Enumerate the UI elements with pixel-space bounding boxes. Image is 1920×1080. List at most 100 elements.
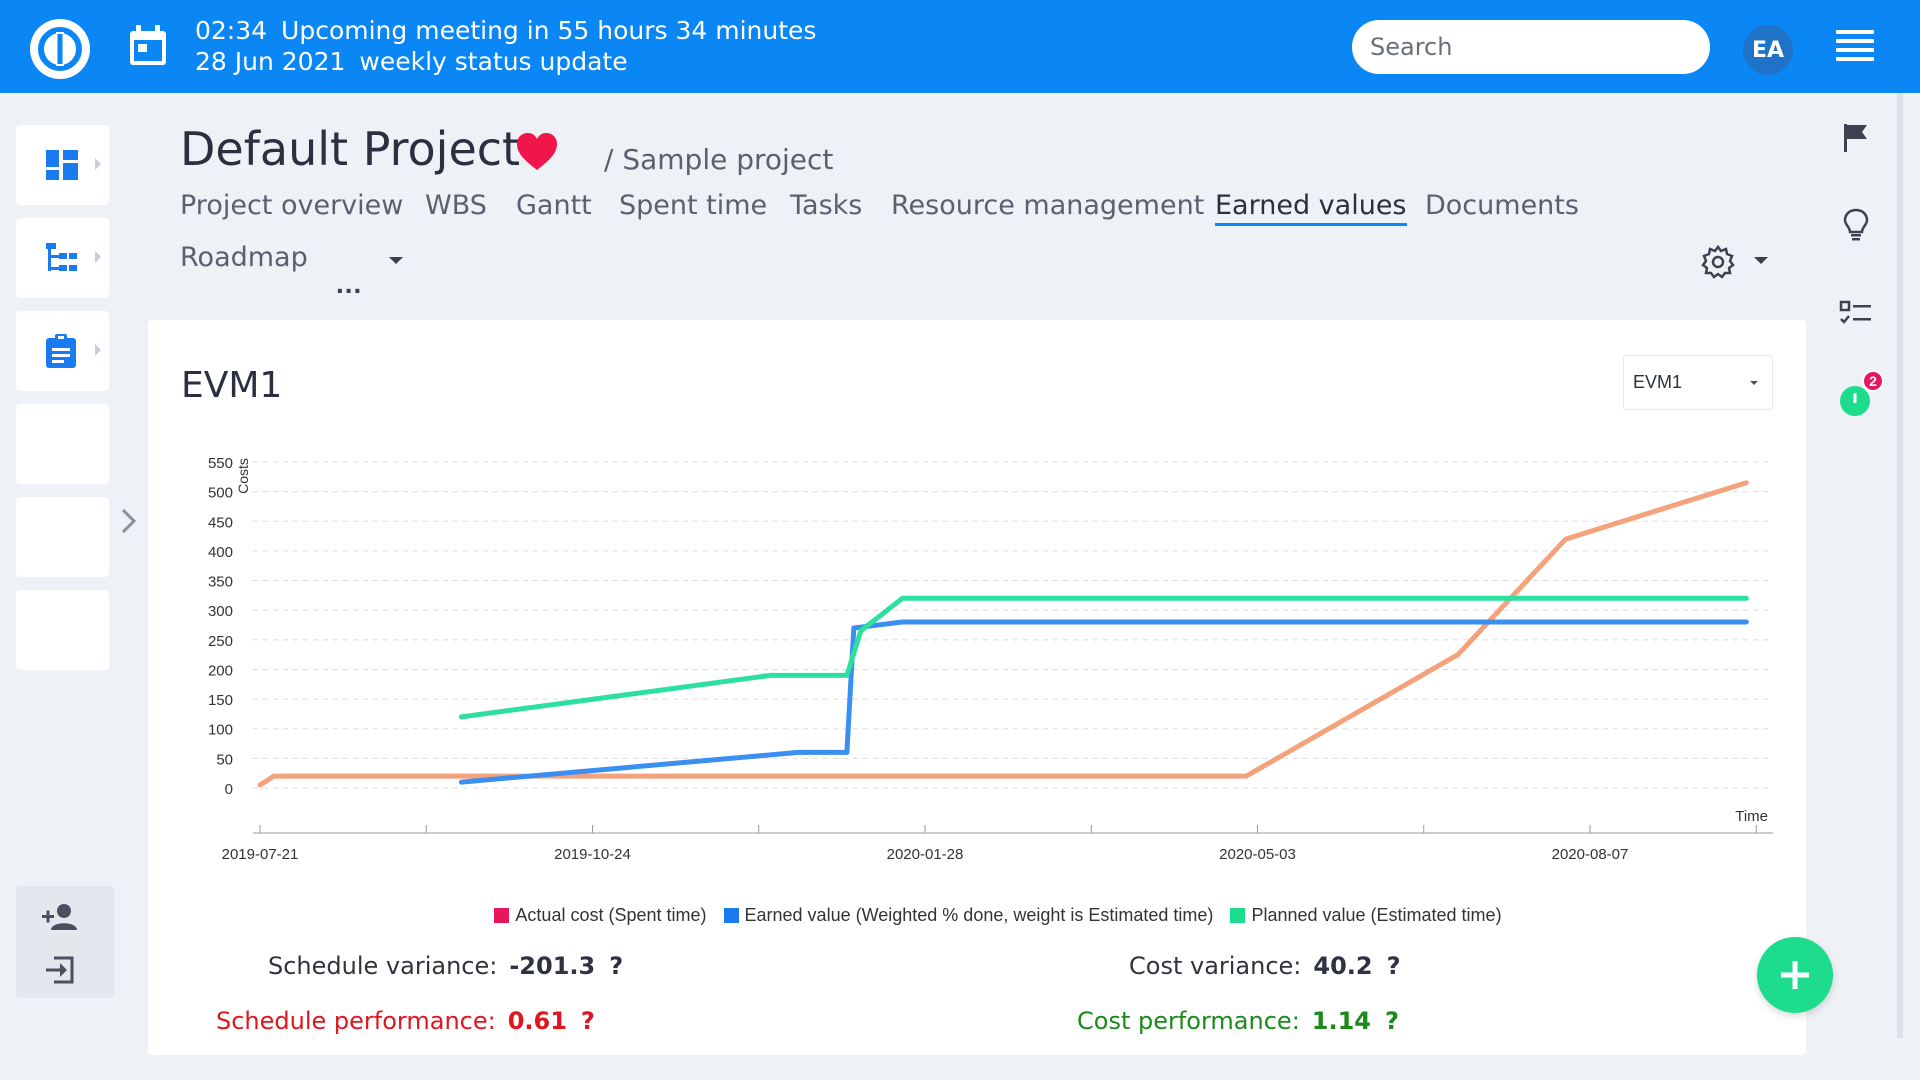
- top-bar: 02:34 Upcoming meeting in 55 hours 34 min…: [0, 0, 1920, 93]
- stat-label: Cost variance:: [1129, 952, 1302, 980]
- flag-icon[interactable]: [1838, 120, 1874, 156]
- sign-in-icon[interactable]: [40, 952, 80, 988]
- favorite-heart-icon[interactable]: [516, 132, 558, 172]
- evm-select-value: EVM1: [1633, 372, 1683, 392]
- legend-label: Earned value (Weighted % done, weight is…: [744, 905, 1214, 925]
- legend-label: Actual cost (Spent time): [515, 905, 707, 925]
- clipboard-icon: [46, 334, 76, 368]
- help-button[interactable]: ?: [609, 952, 624, 980]
- legend-item[interactable]: Earned value (Weighted % done, weight is…: [723, 905, 1214, 926]
- upcoming-meeting: 02:34 Upcoming meeting in 55 hours 34 min…: [195, 15, 816, 77]
- stat-value: -201.3: [509, 952, 596, 980]
- legend-label: Planned value (Estimated time): [1251, 905, 1502, 925]
- y-axis-label: Costs: [235, 458, 251, 494]
- help-button[interactable]: ?: [1386, 952, 1401, 980]
- legend-swatch: [723, 908, 739, 923]
- sidebar-item-empty-1[interactable]: [16, 404, 109, 484]
- tab-spent-time[interactable]: Spent time: [619, 190, 768, 221]
- help-button[interactable]: ?: [580, 1007, 595, 1035]
- tab-wbs[interactable]: WBS: [425, 190, 487, 221]
- y-tick-label: 300: [208, 603, 233, 620]
- cost-variance: Cost variance: 40.2?: [1129, 952, 1401, 980]
- y-tick-label: 50: [216, 751, 233, 768]
- schedule-variance: Schedule variance: -201.3?: [268, 952, 623, 980]
- select-caret-icon: [1750, 381, 1758, 385]
- y-tick-label: 450: [208, 514, 233, 531]
- y-tick-label: 100: [208, 722, 233, 739]
- sidebar-item-clipboard[interactable]: [16, 311, 109, 391]
- help-button[interactable]: ?: [1385, 1007, 1399, 1035]
- stat-label: Schedule variance:: [268, 952, 498, 980]
- sidebar-item-hierarchy[interactable]: [16, 218, 109, 298]
- earned-value-chart: 0 50 100 150 200 250 300 350 400 450 500 550 Costs 20…: [208, 455, 1773, 863]
- y-tick-label: 350: [208, 574, 233, 591]
- tab-project-overview[interactable]: Project overview: [180, 190, 404, 221]
- schedule-performance: Schedule performance: 0.61?: [216, 1007, 595, 1035]
- x-tick-label: 2019-07-21: [222, 846, 299, 863]
- x-tick-label: 2019-10-24: [554, 846, 631, 863]
- series-line-2: [458, 619, 1749, 785]
- add-button[interactable]: [1757, 937, 1833, 1013]
- earned-value-panel: EVM1 EVM1 0 50 100 150 200 250 300 350 400 450 500…: [148, 320, 1806, 1055]
- expand-sidebar-icon[interactable]: [118, 505, 140, 537]
- more-tabs-button[interactable]: ...: [336, 268, 363, 299]
- tab-documents[interactable]: Documents: [1425, 190, 1579, 221]
- sidebar-bottom-actions: [16, 886, 114, 998]
- checklist-icon[interactable]: [1838, 296, 1874, 332]
- more-tabs-caret-icon[interactable]: [389, 257, 403, 264]
- legend-swatch: [494, 908, 510, 923]
- hamburger-menu-icon[interactable]: [1836, 30, 1874, 62]
- lightbulb-icon[interactable]: [1838, 206, 1874, 242]
- meeting-time: 02:34: [195, 16, 268, 45]
- gear-icon[interactable]: [1700, 244, 1736, 280]
- y-tick-label: 400: [208, 544, 233, 561]
- chart-legend: Actual cost (Spent time) Earned value (W…: [448, 905, 1548, 926]
- legend-item[interactable]: Planned value (Estimated time): [1230, 905, 1502, 926]
- tab-resource-management[interactable]: Resource management: [891, 190, 1205, 221]
- tab-tasks[interactable]: Tasks: [790, 190, 863, 221]
- series-line-1: [257, 480, 1749, 788]
- stat-label: Cost performance:: [1077, 1007, 1300, 1035]
- sidebar-item-empty-2[interactable]: [16, 497, 109, 577]
- stat-value: 1.14: [1311, 1007, 1371, 1035]
- settings-caret-icon[interactable]: [1754, 257, 1768, 264]
- page-title: Default Project: [180, 122, 521, 176]
- panel-title: EVM1: [181, 365, 283, 406]
- avatar[interactable]: EA: [1743, 25, 1793, 75]
- x-tick-label: 2020-08-07: [1552, 846, 1629, 863]
- stat-value: 0.61: [507, 1007, 567, 1035]
- tab-gantt[interactable]: Gantt: [516, 190, 592, 221]
- cost-performance: Cost performance: 1.14?: [1077, 1007, 1399, 1035]
- notification-badge: 2: [1862, 370, 1884, 392]
- meeting-message[interactable]: Upcoming meeting in 55 hours 34 minutes: [281, 16, 817, 45]
- sidebar-item-dashboard[interactable]: [16, 125, 109, 205]
- x-tick-label: 2020-01-28: [887, 846, 964, 863]
- evm-select[interactable]: EVM1: [1623, 355, 1773, 410]
- meeting-name[interactable]: weekly status update: [359, 47, 628, 76]
- x-tick-label: 2020-05-03: [1219, 846, 1296, 863]
- legend-swatch: [1230, 908, 1246, 923]
- breadcrumb[interactable]: / Sample project: [604, 143, 834, 176]
- add-user-icon[interactable]: [40, 900, 80, 936]
- search-input[interactable]: [1352, 20, 1710, 74]
- plus-icon: [1781, 961, 1809, 989]
- scrollbar[interactable]: [1897, 93, 1903, 1038]
- stat-label: Schedule performance:: [216, 1007, 496, 1035]
- y-tick-label: 550: [208, 455, 233, 472]
- timer-icon[interactable]: [1838, 382, 1874, 418]
- y-tick-label: 150: [208, 692, 233, 709]
- dashboard-icon: [46, 150, 78, 180]
- series-line-3: [458, 595, 1749, 720]
- stat-value: 40.2: [1313, 952, 1373, 980]
- sidebar-item-empty-3[interactable]: [16, 590, 109, 670]
- meeting-date: 28 Jun 2021: [195, 47, 346, 76]
- tab-roadmap[interactable]: Roadmap: [180, 242, 308, 273]
- hierarchy-icon: [46, 243, 77, 271]
- y-tick-label: 250: [208, 633, 233, 650]
- logo-icon[interactable]: [30, 19, 90, 79]
- y-tick-label: 500: [208, 485, 233, 502]
- x-axis-label: Time: [1735, 808, 1768, 825]
- calendar-icon[interactable]: [128, 25, 168, 67]
- tab-earned-values[interactable]: Earned values: [1215, 190, 1407, 226]
- legend-item[interactable]: Actual cost (Spent time): [494, 905, 707, 926]
